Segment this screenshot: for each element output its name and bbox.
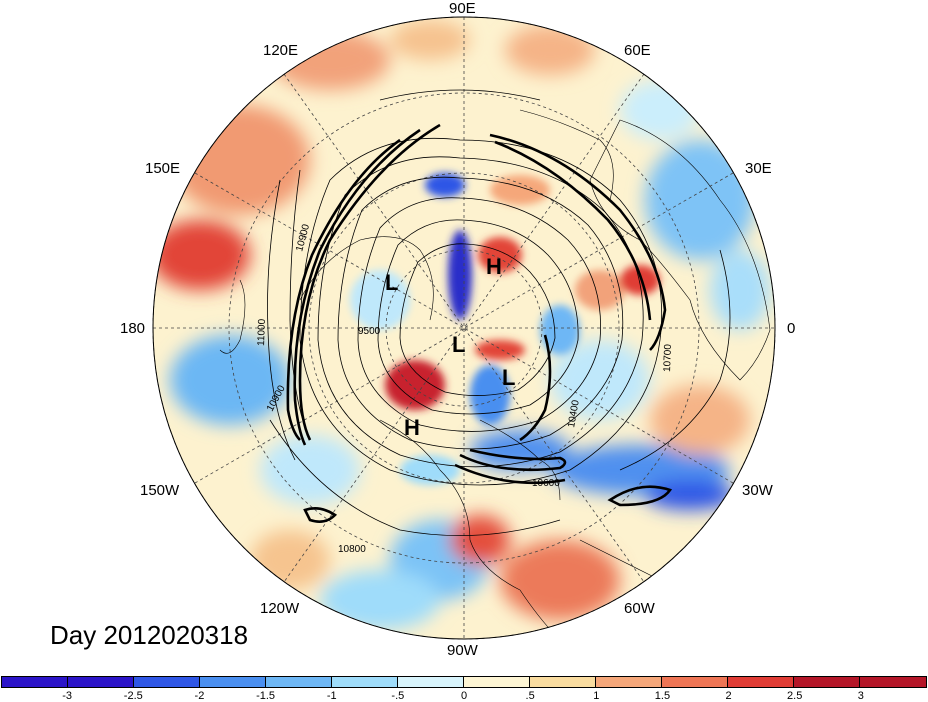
longitude-label: 60E (624, 42, 651, 59)
colorbar-swatch (860, 677, 926, 687)
longitude-label: 90W (447, 642, 478, 659)
colorbar-swatch (200, 677, 266, 687)
contour-label: 11000 (256, 318, 268, 346)
colorbar-tick-label: 1.5 (654, 690, 671, 702)
colorbar-swatch (794, 677, 860, 687)
colorbar-tick-label: -.5 (391, 690, 405, 702)
colorbar-tick-label: -1.5 (256, 690, 276, 702)
colorbar-tick-label: 2.5 (787, 690, 803, 702)
height-contours (267, 89, 731, 537)
colorbar-swatch (332, 677, 398, 687)
colorbar-swatch (2, 677, 68, 687)
colorbar-swatch (398, 677, 464, 687)
colorbar-swatch (728, 677, 794, 687)
colorbar-swatch (266, 677, 332, 687)
colorbar-tick-label: -3 (62, 690, 73, 702)
jet-contours (286, 123, 673, 523)
longitude-label: 90E (449, 0, 476, 17)
colorbar-tick-label: -2.5 (123, 690, 143, 702)
longitude-label: 30E (745, 160, 772, 177)
low-pressure-marker: L (385, 270, 398, 295)
colorbar-swatch (662, 677, 728, 687)
colorbar-swatch (464, 677, 530, 687)
anomaly-shading (153, 17, 775, 639)
longitude-label: 120E (263, 42, 299, 59)
longitude-label: 30W (742, 482, 773, 499)
longitude-label: 60W (624, 600, 655, 617)
contour-label: 10400 (566, 399, 582, 429)
colorbar-tick-label: 0 (460, 690, 468, 702)
longitude-label: 120W (260, 600, 300, 617)
contour-label: 10800 (338, 544, 366, 555)
contour-label: 10700 (662, 343, 674, 372)
longitude-label: 0 (787, 320, 796, 337)
grid-lines (152, 16, 776, 640)
colorbar-tick-label: 2 (725, 690, 732, 702)
longitude-label: 180 (120, 320, 146, 337)
colorbar-tick-label: -1 (326, 690, 337, 702)
high-pressure-marker: H (486, 254, 502, 279)
date-label: Day 2012020318 (50, 620, 249, 650)
colorbar-tick-label: 1 (593, 690, 600, 702)
contour-label: 10600 (532, 478, 560, 489)
low-pressure-marker: L (452, 332, 465, 357)
colorbar (1, 676, 927, 688)
coastlines (219, 109, 771, 639)
pressure-system-labels: H L L L H (385, 254, 515, 440)
colorbar-tick-label: .5 (525, 690, 535, 702)
polar-map: H L L L H 10900 11000 10900 10800 10600 … (152, 16, 776, 640)
map-boundary (152, 16, 776, 640)
contour-label: 9500 (358, 326, 381, 337)
colorbar-tick-label: -2 (194, 690, 205, 702)
colorbar-tick-label: 3 (857, 690, 864, 702)
colorbar-swatch (530, 677, 596, 687)
colorbar-swatch (68, 677, 134, 687)
low-pressure-marker: L (502, 365, 515, 390)
longitude-label: 150W (140, 482, 180, 499)
longitude-label: 150E (145, 160, 181, 177)
high-pressure-marker: H (404, 415, 420, 440)
colorbar-swatch (134, 677, 200, 687)
colorbar-swatch (596, 677, 662, 687)
